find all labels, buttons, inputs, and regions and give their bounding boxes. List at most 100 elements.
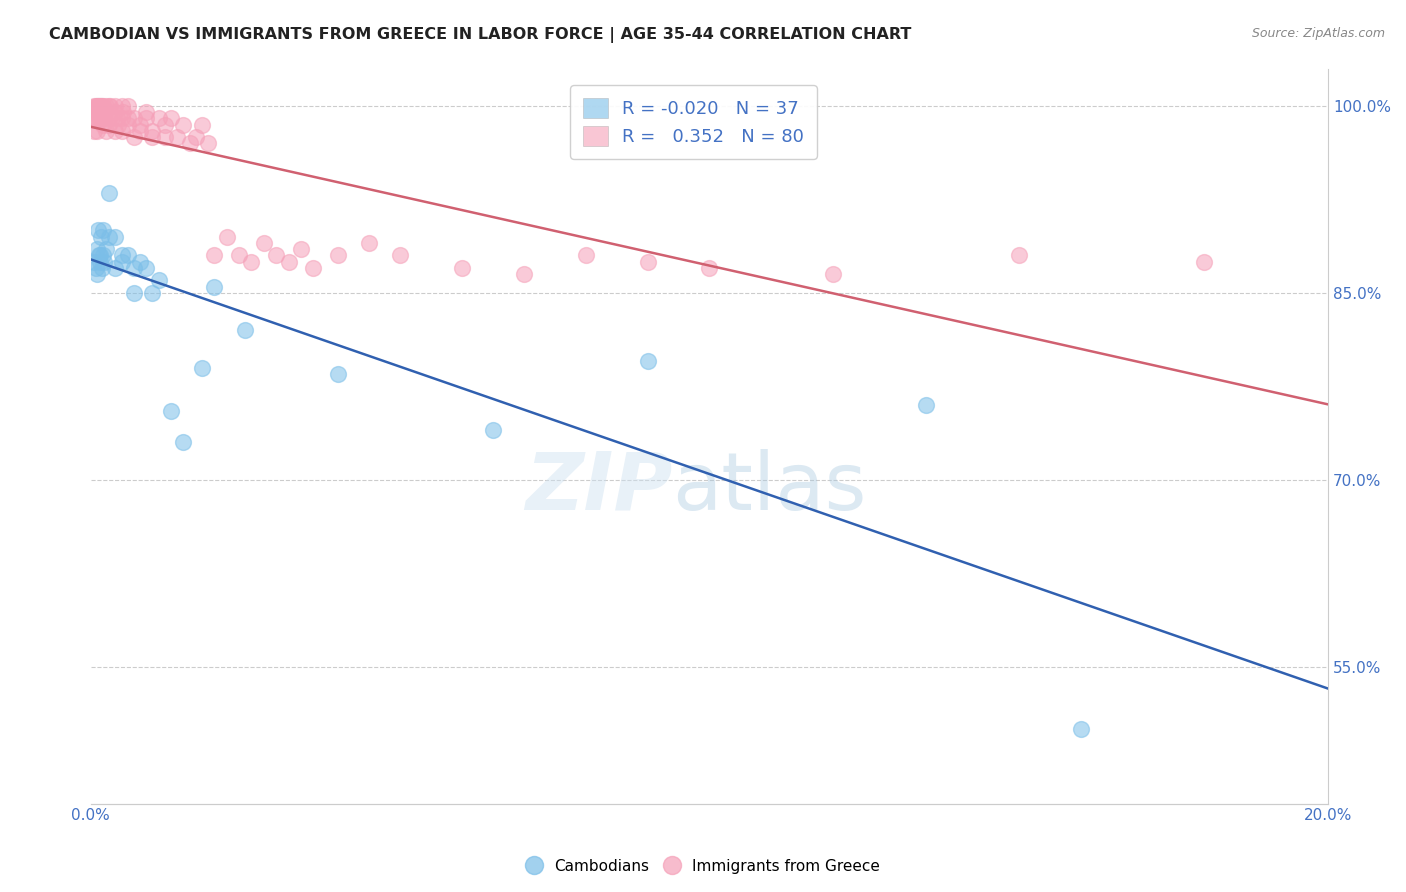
Point [148, 112, 170, 126]
Point [277, 254, 299, 268]
Point [86, 242, 108, 256]
Point [135, 105, 157, 120]
Point [160, 404, 183, 418]
Point [105, 112, 128, 126]
Point [89, 105, 111, 120]
Point [82, 112, 104, 126]
Point [141, 130, 163, 145]
Point [91, 223, 114, 237]
Point [86, 267, 108, 281]
Point [94, 99, 117, 113]
Point [87, 99, 110, 113]
Point [84, 260, 107, 275]
Point [513, 267, 536, 281]
Point [89, 99, 111, 113]
Point [110, 112, 132, 126]
Point [117, 99, 139, 113]
Point [86, 124, 108, 138]
Point [89, 99, 111, 113]
Point [94, 105, 117, 120]
Point [153, 118, 176, 132]
Point [117, 118, 139, 132]
Point [135, 112, 157, 126]
Point [89, 229, 111, 244]
Point [179, 136, 201, 151]
Point [84, 112, 107, 126]
Text: CAMBODIAN VS IMMIGRANTS FROM GREECE IN LABOR FORCE | AGE 35-44 CORRELATION CHART: CAMBODIAN VS IMMIGRANTS FROM GREECE IN L… [49, 27, 911, 43]
Point [575, 248, 598, 262]
Point [166, 130, 188, 145]
Text: Source: ZipAtlas.com: Source: ZipAtlas.com [1251, 27, 1385, 40]
Point [98, 99, 121, 113]
Point [107, 118, 129, 132]
Text: ZIP: ZIP [524, 449, 672, 526]
Point [101, 112, 124, 126]
Point [148, 273, 170, 287]
Point [104, 260, 127, 275]
Point [94, 124, 117, 138]
Point [87, 223, 110, 237]
Point [191, 360, 214, 375]
Point [915, 398, 938, 412]
Point [110, 99, 132, 113]
Point [451, 260, 474, 275]
Point [110, 254, 132, 268]
Point [100, 99, 122, 113]
Point [98, 112, 121, 126]
Point [104, 105, 127, 120]
Point [202, 279, 225, 293]
Point [160, 112, 183, 126]
Point [83, 254, 105, 268]
Point [90, 260, 112, 275]
Legend: Cambodians, Immigrants from Greece: Cambodians, Immigrants from Greece [520, 853, 886, 880]
Point [89, 99, 111, 113]
Point [699, 260, 721, 275]
Point [117, 112, 139, 126]
Point [129, 254, 152, 268]
Point [135, 260, 157, 275]
Point [172, 435, 194, 450]
Point [90, 112, 112, 126]
Point [253, 235, 276, 250]
Point [91, 248, 114, 262]
Point [202, 248, 225, 262]
Point [83, 99, 105, 113]
Point [172, 118, 194, 132]
Point [141, 285, 163, 300]
Point [86, 99, 108, 113]
Point [110, 248, 132, 262]
Point [326, 248, 349, 262]
Point [290, 242, 312, 256]
Point [388, 248, 411, 262]
Point [91, 112, 114, 126]
Point [122, 112, 145, 126]
Point [87, 248, 110, 262]
Point [87, 112, 110, 126]
Point [184, 130, 207, 145]
Point [141, 124, 163, 138]
Point [129, 124, 152, 138]
Point [129, 118, 152, 132]
Point [110, 124, 132, 138]
Point [637, 254, 659, 268]
Point [302, 260, 325, 275]
Legend: R = -0.020   N = 37, R =   0.352   N = 80: R = -0.020 N = 37, R = 0.352 N = 80 [569, 85, 817, 159]
Point [111, 105, 134, 120]
Point [482, 423, 505, 437]
Point [122, 260, 145, 275]
Point [197, 136, 219, 151]
Point [233, 323, 256, 337]
Point [104, 99, 127, 113]
Point [94, 242, 117, 256]
Point [91, 118, 114, 132]
Point [357, 235, 380, 250]
Point [93, 254, 115, 268]
Point [228, 248, 250, 262]
Point [93, 112, 115, 126]
Point [1194, 254, 1216, 268]
Point [326, 367, 349, 381]
Point [89, 254, 111, 268]
Point [240, 254, 263, 268]
Point [90, 105, 112, 120]
Point [91, 99, 114, 113]
